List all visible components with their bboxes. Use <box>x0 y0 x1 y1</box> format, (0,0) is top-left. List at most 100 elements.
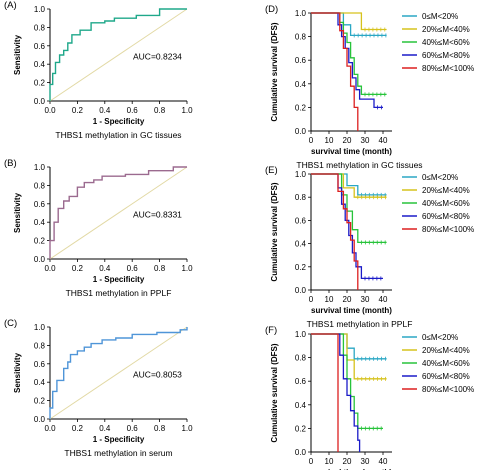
y-tick-label: 1.0 <box>295 330 307 339</box>
km-curve-5 <box>311 173 359 290</box>
x-tick-label: 0 <box>309 457 314 466</box>
x-tick-label: 30 <box>361 457 370 466</box>
auc-annotation: AUC=0.8053 <box>133 370 182 380</box>
panel-c: (C) 0.0 0.2 0.4 0.6 0.8 1.0 0.0 0.2 0.4 0.6 0.8 1.0 1… <box>4 318 193 458</box>
y-tick-label: 0.8 <box>34 23 46 32</box>
x-tick-label: 10 <box>325 136 334 145</box>
km-curve-3 <box>311 173 387 244</box>
x-tick-label: 0.0 <box>44 264 56 273</box>
legend-label: 0≤M<20% <box>422 333 458 342</box>
x-tick-label: 10 <box>325 295 334 304</box>
legend-label: 0≤M<20% <box>422 12 458 21</box>
panel-label: (C) <box>4 318 17 329</box>
panel-a: (A) 0.0 0.2 0.4 0.6 0.8 1.0 0.0 0.2 0.4 0.6 0.8 1.0 1… <box>4 0 193 140</box>
y-axis-label: Cumulative survival (DFS) <box>270 182 279 281</box>
x-tick-label: 0.6 <box>127 264 139 273</box>
y-tick-label: 0.8 <box>295 354 307 363</box>
x-tick-label: 10 <box>325 457 334 466</box>
x-tick-label: 20 <box>343 136 352 145</box>
y-tick-label: 0.8 <box>34 181 46 190</box>
x-tick-label: 0.2 <box>72 424 84 433</box>
km-curve-2 <box>311 12 387 31</box>
legend-label: 60%≤M<80% <box>422 212 470 221</box>
y-tick-label: 1.0 <box>295 9 307 18</box>
x-axis-label: 1 - Specificity <box>93 117 145 126</box>
x-tick-label: 1.0 <box>181 424 193 433</box>
y-tick-label: 0.2 <box>34 397 46 406</box>
reference-line <box>49 8 188 102</box>
panel-caption: THBS1 methylation in PPLF <box>307 319 413 329</box>
panel-e: (E) 0.0 0.2 0.4 0.6 0.8 1.0 0 10 20 30 40 survival t… <box>265 165 474 329</box>
y-tick-label: 1.0 <box>34 5 46 14</box>
x-tick-label: 0.6 <box>127 424 139 433</box>
panel-f: (F) 0.0 0.2 0.4 0.6 0.8 1.0 0 10 20 30 40 survival t… <box>265 325 474 470</box>
km-curve-2 <box>311 333 387 380</box>
x-tick-label: 40 <box>379 295 388 304</box>
legend-label: 40%≤M<60% <box>422 359 470 368</box>
y-axis-label: Cumulative survival (DFS) <box>270 22 279 121</box>
y-tick-label: 0.4 <box>34 218 46 227</box>
x-tick-label: 0.0 <box>44 106 56 115</box>
x-tick-label: 40 <box>379 457 388 466</box>
y-tick-label: 0.6 <box>34 360 46 369</box>
y-tick-label: 0.2 <box>295 103 307 112</box>
legend-label: 60%≤M<80% <box>422 372 470 381</box>
km-curve-3 <box>311 12 387 96</box>
y-tick-label: 0.8 <box>295 193 307 202</box>
km-curve-1 <box>311 173 387 196</box>
y-tick-label: 0.4 <box>295 80 307 89</box>
x-axis-label: 1 - Specificity <box>93 435 145 444</box>
y-tick-label: 0.0 <box>295 286 307 295</box>
auc-annotation: AUC=0.8331 <box>133 210 182 220</box>
km-curve-1 <box>311 12 387 37</box>
km-curve-4 <box>311 12 383 109</box>
legend-label: 80%≤M<100% <box>422 64 474 73</box>
km-curve-4 <box>311 333 361 452</box>
y-tick-label: 0.0 <box>34 97 46 106</box>
x-tick-label: 0.8 <box>154 264 166 273</box>
y-axis-label: Sensitivity <box>13 352 22 393</box>
x-tick-label: 0.4 <box>99 106 111 115</box>
y-axis-label: Sensitivity <box>13 34 22 75</box>
y-tick-label: 0.6 <box>295 377 307 386</box>
y-tick-label: 0.4 <box>34 60 46 69</box>
y-tick-label: 0.8 <box>295 33 307 42</box>
x-tick-label: 0 <box>309 136 314 145</box>
x-tick-label: 20 <box>343 457 352 466</box>
legend-label: 60%≤M<80% <box>422 51 470 60</box>
reference-line <box>49 166 188 260</box>
x-tick-label: 0.4 <box>99 424 111 433</box>
x-tick-label: 0.4 <box>99 264 111 273</box>
x-tick-label: 40 <box>379 136 388 145</box>
y-tick-label: 0.2 <box>34 237 46 246</box>
roc-curve <box>49 166 187 259</box>
panel-caption: THBS1 methylation in serum <box>64 448 172 458</box>
x-axis-label: survival time (month) <box>311 147 392 156</box>
y-tick-label: 1.0 <box>34 163 46 172</box>
x-tick-label: 0 <box>309 295 314 304</box>
panel-label: (F) <box>265 325 277 336</box>
y-axis-label: Sensitivity <box>13 192 22 233</box>
legend-label: 20%≤M<40% <box>422 25 470 34</box>
y-tick-label: 0.6 <box>295 216 307 225</box>
panel-label: (E) <box>265 165 278 176</box>
legend-label: 80%≤M<100% <box>422 385 474 394</box>
x-tick-label: 1.0 <box>181 106 193 115</box>
legend-label: 20%≤M<40% <box>422 186 470 195</box>
panel-d: (D) 0.0 0.2 0.4 0.6 0.8 1.0 0 10 20 30 40 survival t… <box>265 4 474 170</box>
legend-label: 20%≤M<40% <box>422 346 470 355</box>
x-tick-label: 0.6 <box>127 106 139 115</box>
auc-annotation: AUC=0.8234 <box>133 52 182 62</box>
x-axis-label: survival time (month) <box>311 468 392 470</box>
legend-label: 80%≤M<100% <box>422 225 474 234</box>
y-tick-label: 0.8 <box>34 341 46 350</box>
panel-label: (D) <box>265 4 278 15</box>
km-curve-5 <box>311 333 339 452</box>
y-tick-label: 0.4 <box>295 240 307 249</box>
x-axis-label: survival time (month) <box>311 306 392 315</box>
y-tick-label: 0.6 <box>34 42 46 51</box>
panel-caption: THBS1 methylation in PPLF <box>66 288 172 298</box>
km-curve-1 <box>311 333 387 360</box>
legend-label: 0≤M<20% <box>422 173 458 182</box>
